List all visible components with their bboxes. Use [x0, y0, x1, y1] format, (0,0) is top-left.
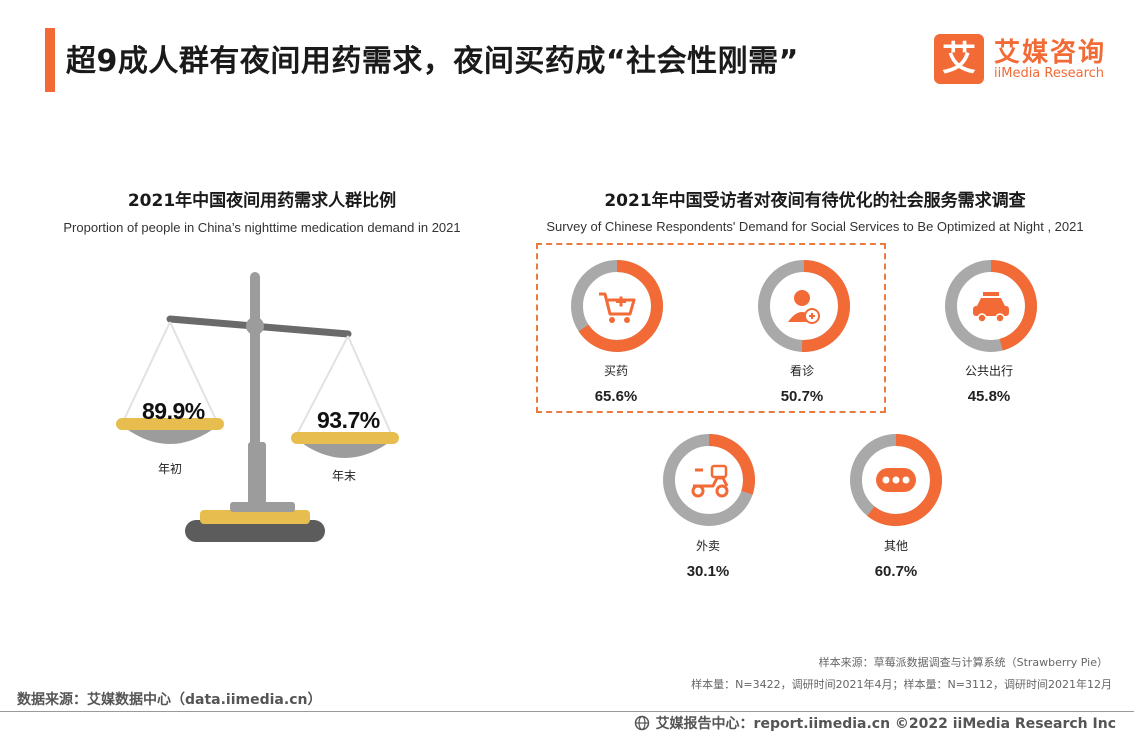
logo-text-cn: 艾媒咨询: [994, 38, 1107, 68]
category-label-other: 其他: [883, 539, 908, 553]
donut-chart-buy-medicine: [569, 258, 665, 354]
data-source: 数据来源：艾媒数据中心（data.iimedia.cn）: [17, 692, 322, 708]
donut-slice-公共出行: [945, 260, 1037, 352]
value-label-year-start: 89.9%: [142, 398, 205, 424]
bar-year-end: [291, 432, 399, 444]
more-icon: [876, 468, 916, 492]
donut-chart-consultation: [756, 258, 852, 354]
scooter-icon: [691, 464, 729, 498]
page-title: 超9成人群有夜间用药需求，夜间买药成“社会性刚需”: [66, 44, 799, 79]
title-accent-bar: [45, 28, 55, 92]
category-label-consultation: 看诊: [789, 364, 814, 378]
category-label-year-end: 年末: [332, 469, 357, 483]
value-label-other: 60.7%: [874, 563, 918, 580]
value-label-consultation: 50.7%: [780, 388, 824, 405]
scale-pans: [116, 418, 399, 458]
car-icon: [973, 292, 1009, 323]
logo-mark: 艾: [934, 34, 984, 84]
sample-source-note: 样本来源：草莓派数据调查与计算系统（Strawberry Pie）: [818, 656, 1108, 669]
left-chart-subtitle: Proportion of people in China’s nighttim…: [63, 220, 461, 235]
left-chart-title: 2021年中国夜间用药需求人群比例: [127, 191, 397, 211]
footer-text: 艾媒报告中心：report.iimedia.cn ©2022 iiMedia R…: [655, 716, 1116, 732]
value-label-year-end: 93.7%: [317, 407, 380, 433]
donut-chart-public-transport: [943, 258, 1039, 354]
right-chart-title: 2021年中国受访者对夜间有待优化的社会服务需求调查: [604, 191, 1026, 211]
value-label-food-delivery: 30.1%: [686, 563, 730, 580]
donut-chart-food-delivery: [661, 432, 757, 528]
donut-chart-other: [848, 432, 944, 528]
category-label-food-delivery: 外卖: [695, 539, 720, 553]
globe-icon: [634, 715, 649, 731]
value-label-buy-medicine: 65.6%: [594, 388, 638, 405]
logo-text-en: iiMedia Research: [994, 66, 1105, 81]
right-chart-subtitle: Survey of Chinese Respondents' Demand fo…: [546, 219, 1084, 234]
category-label-buy-medicine: 买药: [603, 364, 628, 378]
donut-slice-其他: [850, 434, 942, 526]
balance-scale-illustration: [121, 272, 394, 542]
bar-year-start: [116, 418, 224, 430]
doctor-icon: [788, 290, 820, 324]
donut-slice-买药: [571, 260, 663, 352]
footer-divider: [0, 711, 1134, 712]
cart-icon: [599, 292, 636, 323]
donut-slice-外卖: [663, 434, 755, 526]
category-label-year-start: 年初: [158, 462, 183, 476]
donut-slice-看诊: [758, 260, 850, 352]
value-label-public-transport: 45.8%: [967, 388, 1011, 405]
sample-size-note: 样本量：N=3422，调研时间2021年4月；样本量：N=3112，调研时间20…: [691, 678, 1112, 691]
category-label-public-transport: 公共出行: [964, 364, 1013, 378]
iimedia-logo: 艾 艾媒咨询 iiMedia Research: [934, 30, 1124, 90]
highlight-dashed-box: [536, 243, 886, 413]
footer: 艾媒报告中心：report.iimedia.cn ©2022 iiMedia R…: [634, 713, 1116, 733]
